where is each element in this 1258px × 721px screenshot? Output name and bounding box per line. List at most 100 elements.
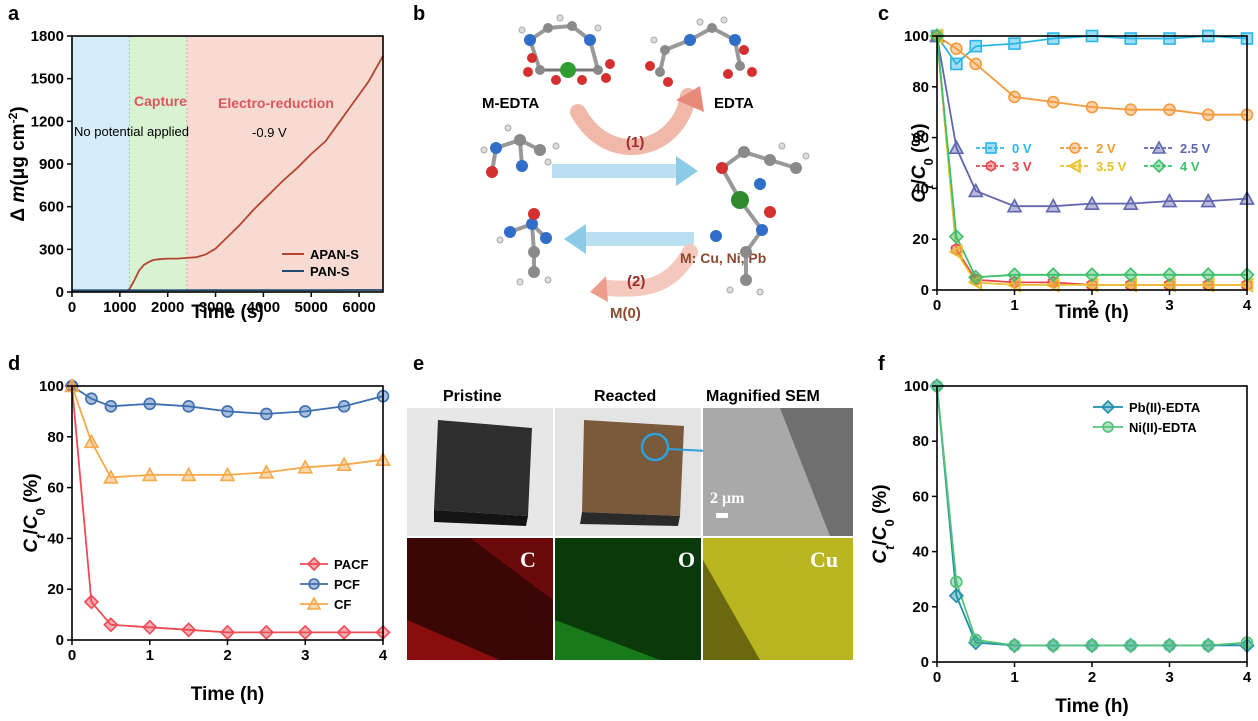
data-point-cf (103, 469, 119, 484)
panel-a-label: a (8, 3, 20, 25)
data-point-2-5-v (1161, 192, 1178, 208)
y-tick-label: 0 (56, 632, 64, 649)
y-tick-label: 80 (47, 429, 64, 446)
data-point-4-v (1045, 267, 1061, 283)
y-tick-label: 900 (39, 156, 64, 173)
data-point-2-v (1124, 103, 1138, 116)
x-tick-label: 1 (146, 647, 154, 664)
x-tick-label: 3 (1165, 297, 1173, 314)
panel-e-label: e (413, 353, 424, 375)
y-tick-label: 80 (912, 79, 929, 96)
data-point-4-v (1123, 267, 1139, 283)
data-point-2-v (1085, 100, 1099, 114)
y-tick-label: 1500 (31, 71, 64, 88)
data-point-2-5-v (1006, 198, 1023, 213)
legend-label-cf: CF (334, 597, 351, 612)
step-2-label: (2) (627, 273, 645, 290)
data-point-cf (258, 464, 275, 479)
legend-label-3-5-v: 3.5 V (1096, 159, 1127, 174)
data-point-pacf (103, 617, 119, 633)
y-tick-label: 40 (912, 544, 929, 561)
data-point-ni-ii-edta (1085, 639, 1099, 652)
data-point-2-v (950, 42, 963, 56)
plot-frame (936, 385, 1248, 663)
x-tick-label: 1000 (103, 299, 136, 316)
y-tick-label: 40 (912, 180, 929, 197)
region-label-no-potential: No potential applied (74, 124, 189, 139)
data-point-2-v (1163, 103, 1176, 116)
region-band (186, 36, 383, 292)
data-point-pb-ii-edta (948, 588, 965, 604)
legend-label-ni-ii-edta: Ni(II)-EDTA (1129, 420, 1197, 435)
ligand-molecule-top (480, 124, 560, 178)
series-line-pb-ii-edta (936, 385, 1247, 647)
x-axis-label: Time (h) (1055, 696, 1129, 717)
arrow-capture-right-head (676, 156, 698, 186)
series-line-2-5-v (936, 35, 1248, 208)
series-line-pcf (71, 385, 384, 415)
data-point-4-v (1161, 267, 1178, 283)
data-point-0-v (950, 57, 963, 71)
x-tick-label: 6000 (342, 299, 375, 316)
data-point-ni-ii-edta (1201, 639, 1215, 652)
y-axis-label: Ct/C0 (%) (909, 123, 936, 202)
data-point-0-v (1124, 32, 1138, 45)
x-tick-label: 3 (1165, 669, 1173, 686)
data-point-pcf (298, 405, 312, 418)
x-tick-label: 0 (68, 647, 76, 664)
y-tick-label: 60 (912, 130, 929, 147)
legend-marker-2-5-v (1151, 140, 1167, 154)
data-point-ni-ii-edta (1124, 639, 1138, 652)
data-point-pcf (182, 400, 195, 413)
legend-label-pacf: PACF (334, 557, 368, 572)
series-line-pacf (71, 385, 383, 634)
data-point-pacf (297, 624, 313, 641)
legend-marker-pacf (306, 556, 322, 572)
data-point-pcf (143, 397, 157, 411)
legend-label-pcf: PCF (334, 577, 360, 592)
legend-label-pan-s: PAN-S (310, 264, 350, 279)
y-tick-label: 80 (912, 433, 929, 450)
panel-b-schematic: M-EDTA EDTA (1) (480, 14, 810, 322)
legend-label-2-5-v: 2.5 V (1180, 141, 1211, 156)
legend-label-2-v: 2 V (1096, 141, 1116, 156)
legend-label-0-v: 0 V (1012, 141, 1032, 156)
panel-c-label: c (878, 3, 889, 25)
data-point-ni-ii-edta (1046, 639, 1060, 652)
x-tick-label: 2 (223, 647, 231, 664)
reacted-title: Reacted (594, 388, 656, 405)
m-edta-label: M-EDTA (482, 95, 539, 112)
y-axis-label: Ct/C0 (%) (870, 484, 897, 563)
data-point-2-v (969, 57, 983, 71)
step-1-label: (1) (626, 134, 644, 151)
legend-marker-4-v (1151, 158, 1167, 174)
y-tick-label: 100 (39, 378, 64, 395)
plot-frame (936, 35, 1248, 291)
scale-bar (716, 513, 728, 518)
data-point-2-5-v (1200, 192, 1217, 208)
data-point-cf (336, 456, 352, 472)
data-point-0-v (969, 39, 983, 53)
y-tick-label: 100 (904, 28, 929, 45)
arrow-step-2-head (590, 276, 608, 302)
data-point-3-5-v (948, 244, 963, 260)
data-point-2-v (1201, 108, 1215, 122)
panel-e-images: Pristine Reacted Magnified SEM 2 μm C O … (407, 388, 853, 660)
zoom-circle (640, 432, 670, 462)
data-point-pcf (337, 400, 351, 413)
x-axis-label: Time (s) (191, 302, 264, 323)
x-tick-label: 2000 (151, 299, 184, 316)
data-point-cf (219, 466, 236, 482)
eds-label-o: O (678, 547, 695, 572)
data-point-ni-ii-edta (969, 633, 983, 647)
x-tick-label: 3 (301, 647, 309, 664)
data-point-pacf (180, 622, 197, 638)
data-point-4-v (948, 229, 965, 245)
y-tick-label: 20 (912, 231, 929, 248)
data-point-0-v (1163, 32, 1176, 45)
eds-label-c: C (520, 547, 536, 572)
eds-label-cu: Cu (810, 547, 838, 572)
series-line-ni-ii-edta (936, 385, 1248, 647)
data-point-4-v (968, 269, 984, 285)
